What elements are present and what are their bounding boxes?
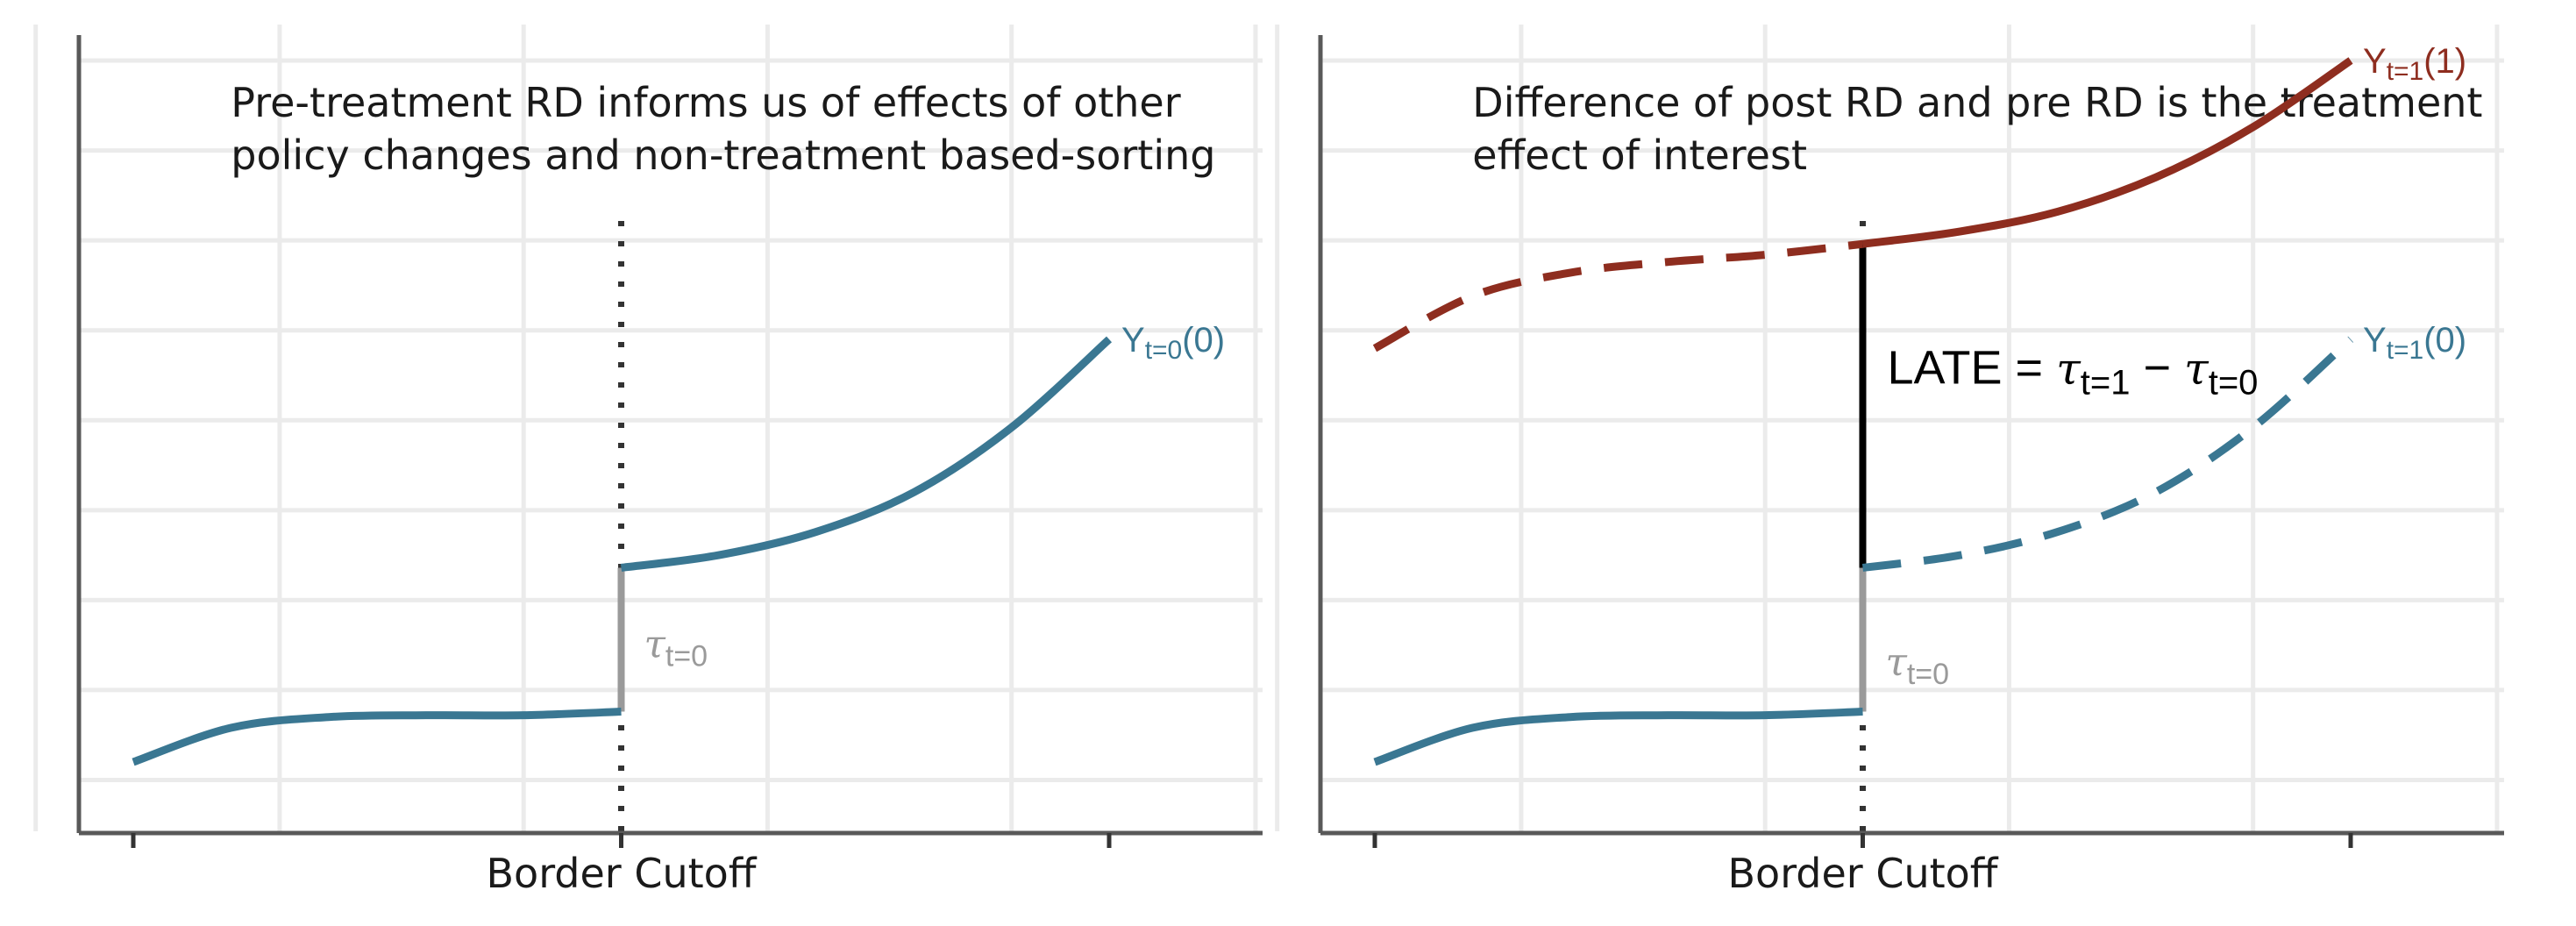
- label-main: Y: [2363, 42, 2387, 81]
- label-suffix: (0): [2423, 321, 2466, 360]
- tau-subscript: t=0: [1907, 658, 1949, 691]
- late-part: τ: [2056, 344, 2081, 395]
- tau-subscript: t=0: [665, 640, 708, 673]
- label-tau_t0: τt=0: [644, 623, 708, 673]
- label-main: Y: [1121, 321, 1145, 360]
- tau-symbol: τ: [1886, 640, 1908, 685]
- label-y_t1_0: Yt=1(0): [2363, 321, 2466, 365]
- series-y_t1_1: [1861, 57, 2353, 248]
- label-subscript: t=1: [2387, 336, 2424, 365]
- series-y_t0_0_left: [132, 708, 622, 766]
- x-axis-label: Border Cutoff: [1728, 850, 1999, 897]
- title-line: Difference of post RD and pre RD is the …: [1472, 79, 2482, 126]
- label-main: Y: [2363, 321, 2387, 360]
- title-line: policy changes and non-treatment based-s…: [231, 132, 1215, 179]
- series-y_t1_0_left: [1373, 708, 1863, 766]
- late-part: t=1: [2081, 364, 2131, 402]
- gridlines: [1275, 25, 2504, 831]
- label-subscript: t=0: [1145, 336, 1183, 365]
- panel-title: Difference of post RD and pre RD is the …: [1472, 79, 2482, 179]
- panel-1: Pre-treatment RD informs us of effects o…: [33, 25, 1263, 897]
- late-part: −: [2130, 342, 2184, 395]
- late-part: t=0: [2209, 364, 2259, 402]
- series-y_t1_0_counterfactual: [1861, 336, 2354, 572]
- label-suffix: (0): [1182, 321, 1225, 360]
- label-tau_t0: τt=0: [1886, 640, 1950, 691]
- panel-title: Pre-treatment RD informs us of effects o…: [231, 79, 1215, 179]
- panel-2: Difference of post RD and pre RD is the …: [1275, 25, 2504, 897]
- title-line: Pre-treatment RD informs us of effects o…: [231, 79, 1180, 126]
- label-suffix: (1): [2423, 42, 2466, 81]
- title-line: effect of interest: [1472, 132, 1807, 179]
- late-prefix: LATE =: [1888, 342, 2057, 395]
- label-late: LATE = τt=1 − τt=0: [1888, 342, 2259, 402]
- label-subscript: t=1: [2387, 57, 2424, 86]
- series-y_t0_0_right: [620, 336, 1113, 572]
- label-y_t1_1: Yt=1(1): [2363, 42, 2466, 86]
- tau-symbol: τ: [644, 623, 666, 667]
- label-y_t0_0: Yt=0(0): [1121, 321, 1225, 365]
- late-part: τ: [2184, 344, 2210, 395]
- x-axis-label: Border Cutoff: [487, 850, 758, 897]
- series-y_t1_1_counterfactual: [1372, 239, 1863, 353]
